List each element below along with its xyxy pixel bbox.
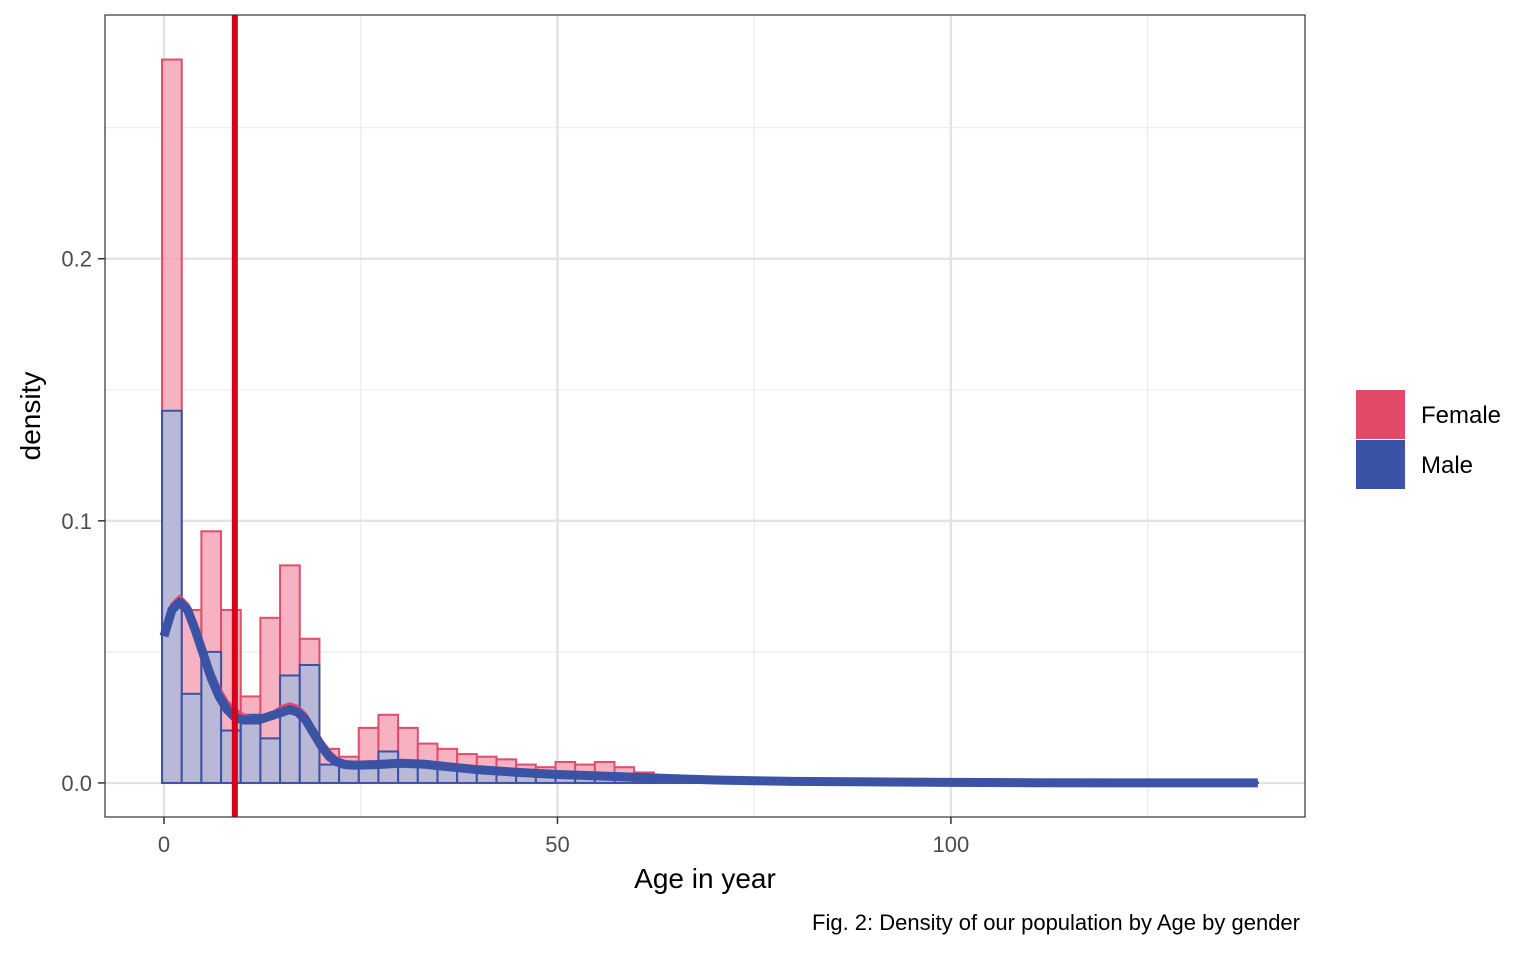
male-histogram-bar	[239, 713, 262, 784]
y-tick-label: 0.2	[61, 247, 92, 272]
x-axis: 0 50 100	[158, 817, 969, 857]
legend: Female Male	[1356, 390, 1501, 489]
male-histogram-bar	[318, 763, 341, 784]
y-axis: 0.0 0.1 0.2	[61, 247, 105, 796]
panel-border	[104, 14, 1306, 818]
female-legend-key	[1356, 390, 1405, 439]
y-tick-label: 0.1	[61, 509, 92, 534]
female-legend-label: Female	[1421, 402, 1501, 429]
male-histogram-bar	[259, 737, 282, 784]
y-axis-title: density	[15, 372, 46, 461]
male-histogram-bar	[279, 674, 301, 784]
density-curves	[159, 594, 1258, 788]
male-legend-label: Male	[1421, 452, 1473, 479]
x-axis-title: Age in year	[634, 863, 776, 894]
x-tick-label: 0	[158, 832, 170, 857]
chart-caption: Fig. 2: Density of our population by Age…	[812, 910, 1300, 935]
x-tick-label: 50	[545, 832, 569, 857]
male-histogram-bar	[180, 692, 203, 784]
male-density-curve	[159, 597, 1258, 788]
x-tick-label: 100	[933, 832, 970, 857]
y-tick-label: 0.0	[61, 771, 92, 796]
male-legend-key	[1356, 440, 1405, 489]
